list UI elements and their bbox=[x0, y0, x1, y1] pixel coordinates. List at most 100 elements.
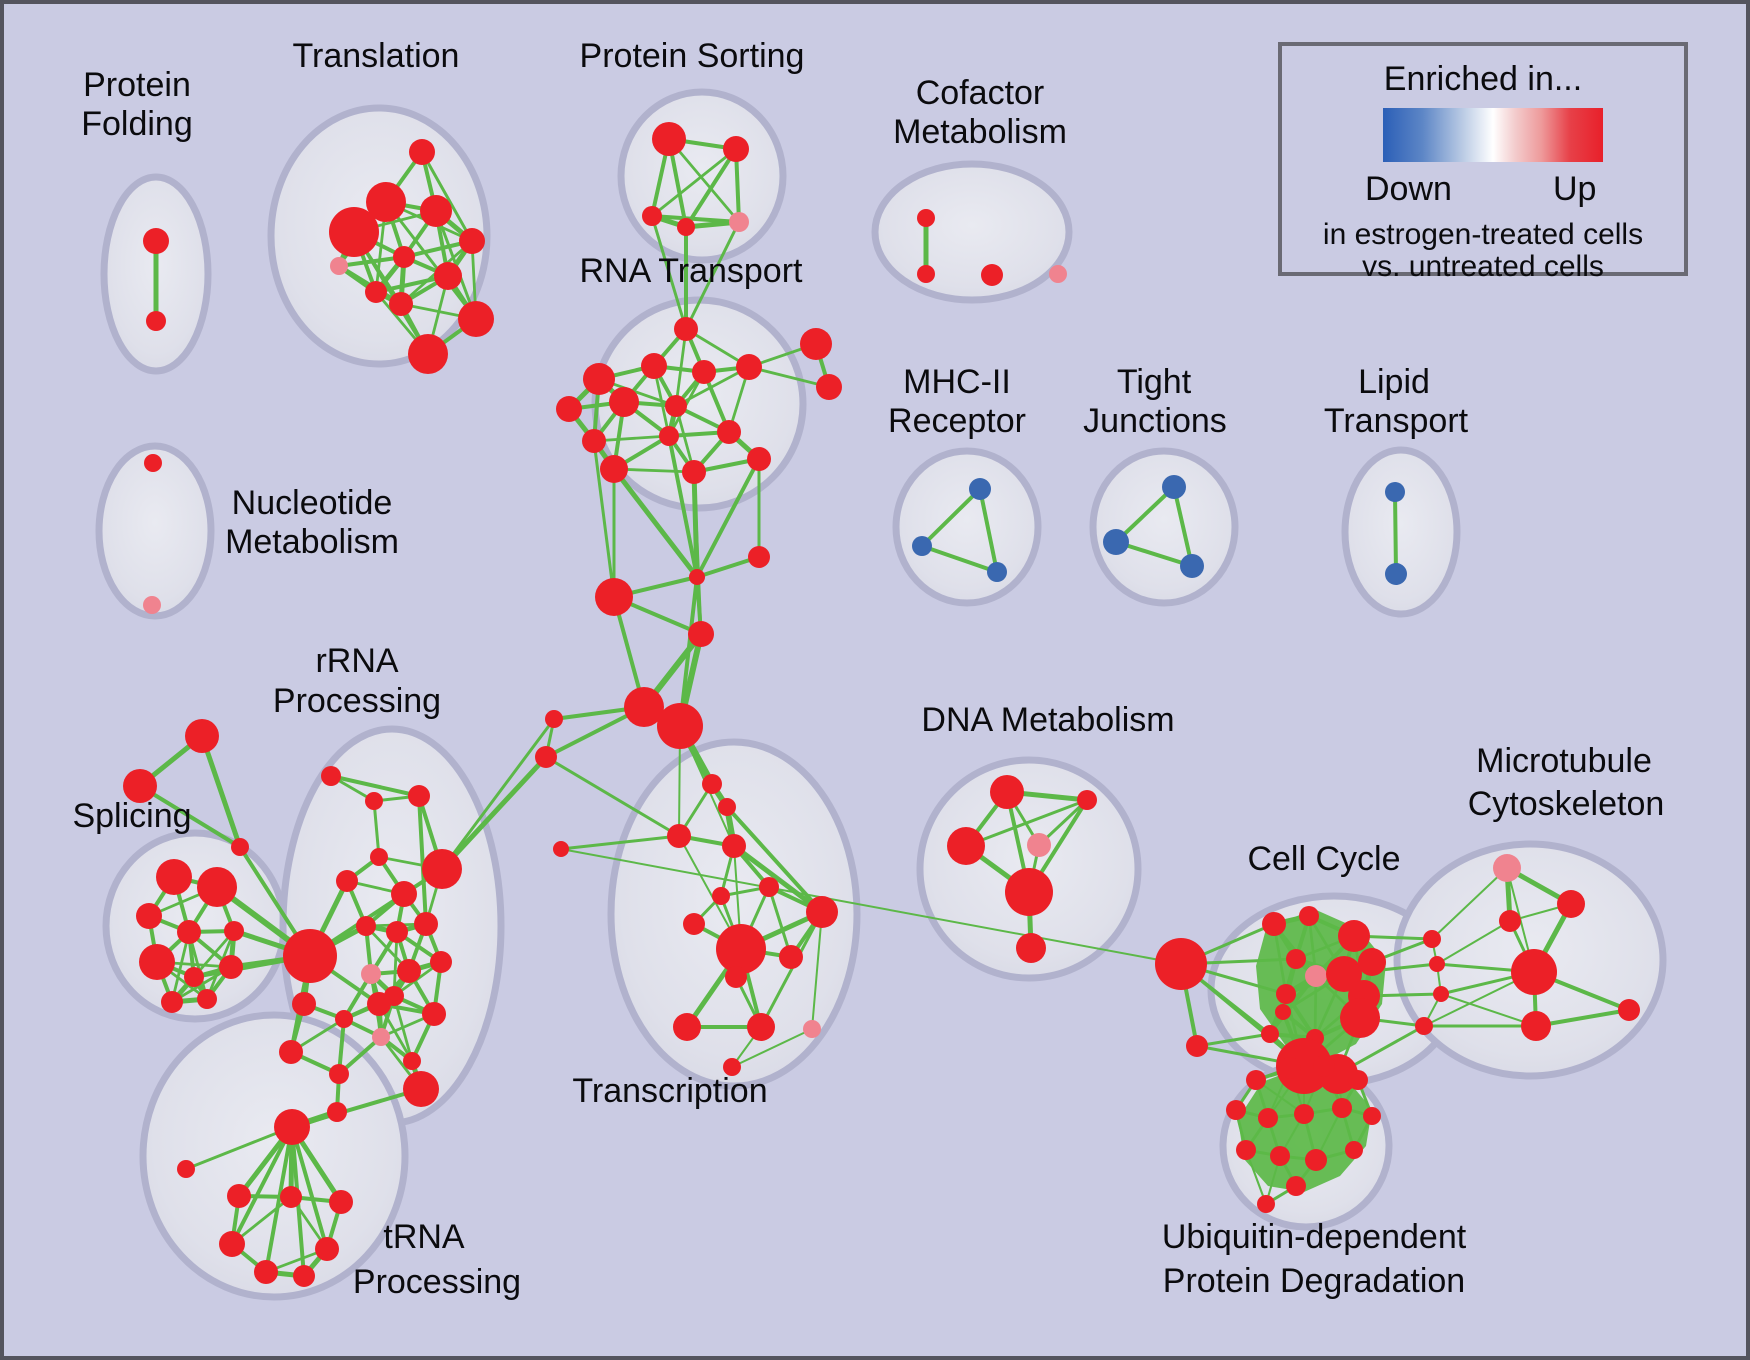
node-ts0 bbox=[177, 1160, 195, 1178]
node-rr9 bbox=[430, 951, 452, 973]
node-ps3 bbox=[677, 218, 695, 236]
edge-tx2-tx8 bbox=[759, 910, 824, 1029]
edge-ps1-ps3 bbox=[684, 147, 738, 229]
node-ub6 bbox=[1294, 1104, 1314, 1124]
node-rt7 bbox=[556, 396, 582, 422]
legend-gradient-bar bbox=[1383, 108, 1603, 162]
label-tight-1: Tight bbox=[1117, 363, 1192, 401]
node-sp3 bbox=[177, 920, 201, 944]
node-tl6 bbox=[434, 262, 462, 290]
label-protein-sorting: Protein Sorting bbox=[580, 37, 805, 75]
node-ub14 bbox=[1257, 1195, 1275, 1213]
label-cell-cycle: Cell Cycle bbox=[1247, 840, 1400, 878]
node-tn3 bbox=[219, 1231, 245, 1257]
node-ps1 bbox=[723, 136, 749, 162]
node-cf0 bbox=[917, 209, 935, 227]
edge-tg0-tg2 bbox=[199, 733, 243, 850]
edge-ps2-rt0 bbox=[650, 214, 688, 331]
label-nucleotide-1: Nucleotide bbox=[232, 484, 393, 522]
label-dna-metabolism: DNA Metabolism bbox=[921, 701, 1174, 739]
node-rr0 bbox=[370, 848, 388, 866]
cluster-ellipse-cofactor bbox=[871, 160, 1073, 304]
label-tight-2: Junctions bbox=[1083, 402, 1227, 440]
node-chC1 bbox=[624, 687, 664, 727]
node-sp9 bbox=[161, 991, 183, 1013]
edge-rt11-chT bbox=[667, 434, 699, 579]
edge-chF-cbig bbox=[560, 848, 1182, 965]
node-tn5 bbox=[254, 1260, 278, 1284]
node-cc13 bbox=[1276, 1038, 1332, 1094]
edge-chE2-tx2 bbox=[731, 843, 825, 915]
node-cc2 bbox=[1338, 920, 1370, 952]
node-tx3 bbox=[683, 913, 705, 935]
node-cf3 bbox=[1049, 265, 1067, 283]
edge-ps4-rt0 bbox=[684, 220, 741, 331]
edge-ck0-mt0 bbox=[1431, 867, 1508, 940]
edge-rt5-rt9 bbox=[674, 365, 751, 408]
edge-rt10-chA bbox=[592, 439, 616, 599]
node-sp6 bbox=[184, 967, 204, 987]
edge-tl0-tl4 bbox=[420, 150, 474, 243]
node-ps0 bbox=[652, 122, 686, 156]
node-mt5 bbox=[1618, 999, 1640, 1021]
edge-tj0-tj1 bbox=[1114, 485, 1176, 544]
node-rt2 bbox=[583, 363, 615, 395]
node-tl5 bbox=[393, 246, 415, 268]
node-ub12 bbox=[1345, 1141, 1363, 1159]
edge-rt10-rt11 bbox=[592, 434, 671, 443]
node-tl4 bbox=[459, 228, 485, 254]
cluster-ellipse-mhc bbox=[892, 447, 1042, 607]
node-rr14 bbox=[422, 1002, 446, 1026]
edge-rt5-rt6 bbox=[747, 365, 831, 389]
edge-rt13-chT bbox=[611, 466, 700, 580]
node-cc5 bbox=[1276, 984, 1296, 1004]
node-rm2 bbox=[408, 785, 430, 807]
node-lp1 bbox=[1385, 563, 1407, 585]
node-tg0 bbox=[185, 719, 219, 753]
node-cc9 bbox=[1275, 1004, 1291, 1020]
node-rr6 bbox=[414, 912, 438, 936]
node-rm1 bbox=[365, 792, 383, 810]
node-ck0 bbox=[1423, 930, 1441, 948]
node-tn0 bbox=[227, 1184, 251, 1208]
label-lipid-2: Transport bbox=[1324, 402, 1469, 440]
node-ub8 bbox=[1363, 1107, 1381, 1125]
node-nm0 bbox=[144, 454, 162, 472]
node-mt2 bbox=[1499, 910, 1521, 932]
node-tl0 bbox=[409, 139, 435, 165]
edge-mh0-mh1 bbox=[920, 487, 982, 548]
node-rr16 bbox=[329, 1064, 349, 1084]
edge-chT-chC2 bbox=[678, 575, 699, 728]
node-tn2 bbox=[329, 1190, 353, 1214]
edge-tx10-tx9 bbox=[731, 1028, 813, 1068]
node-chL1 bbox=[545, 710, 563, 728]
cluster-ellipse-lipid bbox=[1341, 446, 1461, 618]
node-ps4 bbox=[729, 212, 749, 232]
node-rt6 bbox=[816, 374, 842, 400]
label-trna-1: tRNA bbox=[383, 1218, 465, 1256]
edge-rr3-chL2 bbox=[439, 754, 549, 872]
node-tx5 bbox=[779, 945, 803, 969]
label-trna-2: Processing bbox=[353, 1263, 521, 1301]
nodes-layer bbox=[123, 122, 1640, 1287]
edge-ck2-mt4 bbox=[1440, 993, 1537, 1027]
node-rr19 bbox=[403, 1071, 439, 1107]
edge-sp3-sp9 bbox=[170, 930, 191, 1004]
cluster-ellipse-translation bbox=[267, 104, 491, 368]
node-rr13 bbox=[367, 992, 391, 1016]
edge-th0-ts0 bbox=[184, 1125, 294, 1171]
node-cc12 bbox=[1340, 998, 1380, 1038]
label-cofactor-2: Metabolism bbox=[893, 113, 1067, 151]
node-rt0 bbox=[674, 317, 698, 341]
edge-rm0-rm2 bbox=[329, 774, 421, 798]
node-tj1 bbox=[1103, 529, 1129, 555]
node-rt8 bbox=[609, 387, 639, 417]
edge-ps1-ps2 bbox=[650, 147, 738, 218]
node-tx4 bbox=[716, 924, 766, 974]
label-protein-folding-1: Protein bbox=[83, 66, 191, 104]
edge-cbl-cc10 bbox=[1195, 1032, 1272, 1048]
node-cc10 bbox=[1261, 1025, 1279, 1043]
edge-mh0-mh2 bbox=[978, 487, 999, 574]
node-rt14 bbox=[682, 460, 706, 484]
node-cc6 bbox=[1326, 956, 1362, 992]
